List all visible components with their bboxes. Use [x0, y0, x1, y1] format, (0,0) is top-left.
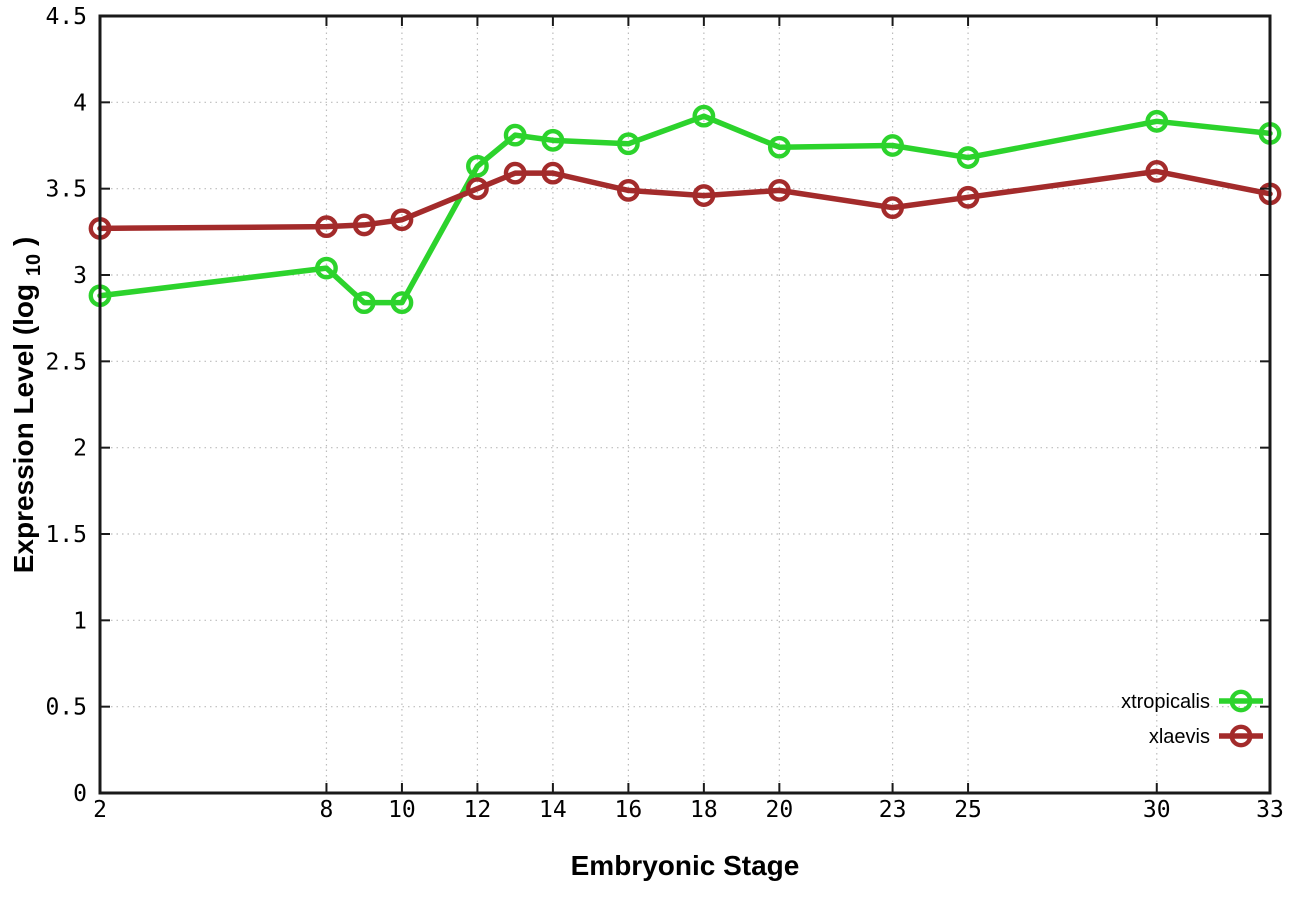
legend-marker-xtropicalis — [1229, 689, 1253, 713]
y-axis-title-suffix: ) — [8, 237, 39, 246]
data-point-xtropicalis — [1145, 109, 1169, 133]
x-axis-title: Embryonic Stage — [571, 850, 800, 881]
y-axis-title-prefix: Expression Level (log — [8, 284, 39, 573]
legend-label-xtropicalis: xtropicalis — [1121, 691, 1210, 713]
data-point-xlaevis — [466, 177, 489, 201]
y-tick-label: 0 — [73, 781, 87, 807]
data-point-xlaevis — [767, 178, 791, 202]
data-point-xlaevis — [352, 213, 376, 237]
data-point-xlaevis — [956, 185, 980, 209]
axes — [98, 14, 1272, 795]
legend-marker-xlaevis — [1229, 724, 1253, 748]
x-tick-label: 16 — [615, 797, 643, 823]
x-tick-label: 8 — [320, 797, 334, 823]
data-point-xtropicalis — [503, 123, 527, 147]
tick-labels: 2 8 10 12 14 16 18 20 23 25 30 33 0 0.5 1 1.5 2 2.5 3 3.5 4 4… — [45, 4, 1283, 823]
y-tick-label: 1.5 — [45, 522, 87, 548]
x-tick-label: 12 — [464, 797, 492, 823]
x-tick-label: 10 — [388, 797, 416, 823]
y-tick-label: 4.5 — [45, 4, 87, 30]
x-tick-label: 20 — [766, 797, 794, 823]
data-point-xtropicalis — [352, 291, 376, 315]
x-tick-label: 30 — [1143, 797, 1171, 823]
y-axis-title: Expression Level (log 10 ) — [8, 237, 46, 574]
y-tick-label: 4 — [73, 90, 87, 116]
x-tick-label: 14 — [539, 797, 567, 823]
legend-item-xlaevis: xlaevis — [1149, 724, 1263, 748]
data-point-xtropicalis — [541, 128, 565, 152]
x-tick-label: 23 — [879, 797, 907, 823]
data-point-xtropicalis — [390, 291, 414, 315]
data-point-xtropicalis — [616, 132, 640, 156]
y-tick-label: 3 — [73, 263, 87, 289]
data-point-xtropicalis — [466, 154, 489, 178]
data-point-xtropicalis — [881, 134, 904, 157]
y-tick-label: 3.5 — [45, 177, 87, 203]
x-tick-label: 25 — [954, 797, 982, 823]
legend-item-xtropicalis: xtropicalis — [1121, 689, 1263, 713]
series-line-xlaevis — [97, 168, 1273, 232]
y-tick-label: 1 — [73, 608, 87, 634]
data-point-xlaevis — [503, 161, 527, 185]
data-point-xlaevis — [541, 161, 565, 185]
plot-border — [98, 14, 1272, 795]
data-point-xlaevis — [616, 178, 640, 202]
x-tick-label: 18 — [690, 797, 718, 823]
series-layer — [88, 104, 1282, 315]
data-point-xtropicalis — [315, 256, 338, 280]
data-point-xlaevis — [1145, 159, 1169, 183]
data-point-xlaevis — [315, 215, 338, 239]
series-line-xtropicalis — [97, 113, 1273, 306]
data-point-xlaevis — [692, 184, 716, 207]
y-tick-label: 2 — [73, 436, 87, 462]
data-point-xtropicalis — [956, 146, 980, 169]
y-tick-label: 2.5 — [45, 349, 87, 375]
data-point-xlaevis — [390, 208, 414, 232]
data-point-xlaevis — [881, 196, 904, 220]
series-xlaevis — [88, 159, 1282, 240]
data-point-xtropicalis — [767, 135, 791, 159]
data-point-xtropicalis — [692, 104, 716, 128]
series-xtropicalis — [88, 104, 1282, 315]
y-tick-label: 0.5 — [45, 695, 87, 721]
x-tick-label: 33 — [1256, 797, 1284, 823]
legend: xtropicalis xlaevis — [1121, 689, 1263, 748]
x-tick-label: 2 — [93, 797, 107, 823]
legend-label-xlaevis: xlaevis — [1149, 726, 1210, 748]
y-axis-title-subscript: 10 — [23, 254, 45, 276]
